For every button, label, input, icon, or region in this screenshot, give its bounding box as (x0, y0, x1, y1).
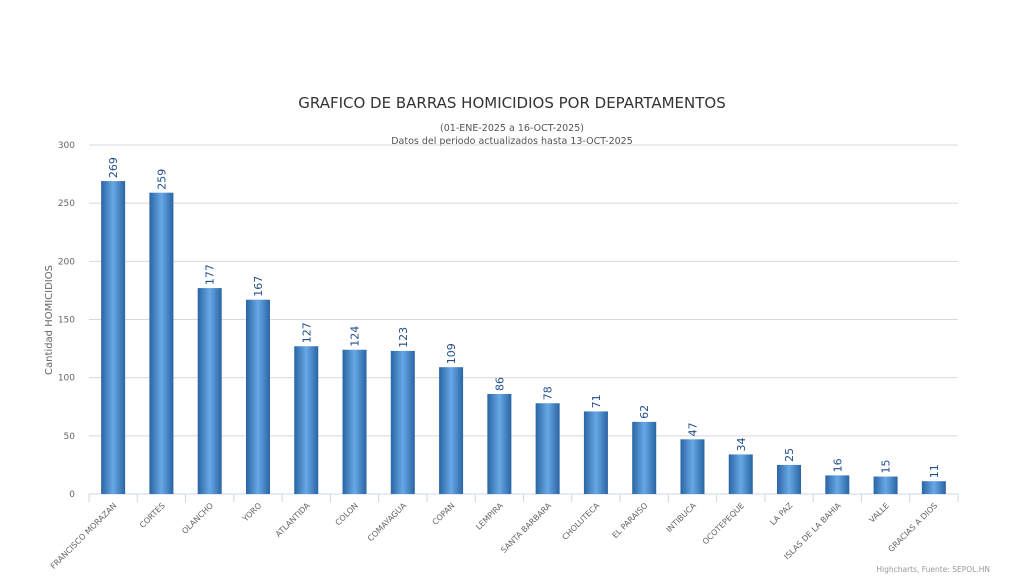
x-tick-label: LEMPIRA (474, 501, 505, 532)
data-label: 109 (445, 343, 458, 364)
x-tick-label: GRACIAS A DIOS (886, 501, 939, 554)
x-tick-label: CORTES (138, 501, 167, 530)
x-tick-label: LA PAZ (768, 501, 794, 527)
chart-subtitle-2: Datos del periodo actualizados hasta 13-… (391, 136, 633, 147)
x-tick-label: COPAN (431, 501, 457, 527)
bar[interactable] (535, 403, 560, 494)
y-tick-label: 150 (58, 316, 75, 326)
x-tick-label: COMAYAGUA (366, 501, 409, 544)
data-label: 127 (300, 322, 313, 343)
data-label: 259 (155, 169, 168, 190)
bar[interactable] (245, 299, 270, 494)
chart-subtitle-1: (01-ENE-2025 a 16-OCT-2025) (440, 123, 584, 134)
y-axis-title: Cantidad HOMICIDIOS (44, 265, 55, 375)
x-tick-label: FRANCISCO MORAZAN (49, 501, 119, 571)
bar[interactable] (487, 393, 512, 494)
y-tick-label: 200 (58, 257, 75, 267)
data-label: 47 (686, 422, 699, 436)
chart-title: GRAFICO DE BARRAS HOMICIDIOS POR DEPARTA… (298, 94, 726, 112)
bar[interactable] (149, 192, 174, 495)
bar[interactable] (680, 439, 705, 494)
x-tick-label: ATLANTIDA (274, 501, 312, 539)
x-tick-label: VALLE (867, 501, 891, 525)
data-label: 177 (204, 264, 217, 285)
data-label: 15 (880, 460, 893, 474)
x-tick-label: OCOTEPEQUE (701, 501, 746, 546)
data-label: 25 (783, 448, 796, 462)
bar[interactable] (294, 346, 319, 494)
bar[interactable] (873, 476, 898, 494)
x-tick-label: OLANCHO (180, 501, 215, 536)
y-tick-label: 100 (58, 374, 75, 384)
y-tick-label: 250 (58, 199, 75, 209)
data-label: 269 (107, 157, 120, 178)
data-label: 124 (349, 326, 362, 347)
bar[interactable] (825, 475, 850, 494)
bar[interactable] (342, 349, 367, 494)
data-label: 167 (252, 276, 265, 297)
data-label: 34 (735, 437, 748, 451)
y-tick-label: 50 (64, 432, 76, 442)
data-label: 78 (542, 386, 555, 400)
x-tick-label: SANTA BARBARA (499, 501, 553, 555)
x-tick-label: CHOLUTECA (560, 501, 601, 542)
data-label: 86 (493, 377, 506, 391)
x-tick-label: YORO (240, 501, 263, 524)
data-label: 62 (638, 405, 651, 419)
x-tick-label: EL PARAISO (611, 501, 650, 540)
bar[interactable] (728, 454, 753, 494)
bar[interactable] (197, 288, 222, 494)
credits[interactable]: Highcharts, Fuente: SEPOL.HN (876, 565, 990, 574)
bar[interactable] (439, 367, 464, 494)
bar[interactable] (390, 350, 415, 494)
bar[interactable] (583, 411, 608, 494)
bar[interactable] (101, 181, 126, 494)
y-tick-label: 300 (58, 141, 75, 151)
bar[interactable] (632, 421, 657, 494)
y-tick-label: 0 (69, 490, 75, 500)
data-label: 123 (397, 327, 410, 348)
data-label: 11 (928, 464, 941, 478)
x-tick-label: INTIBUCA (665, 501, 699, 535)
bar[interactable] (921, 481, 946, 494)
x-tick-label: COLON (334, 501, 360, 527)
data-label: 71 (590, 394, 603, 408)
bar[interactable] (777, 464, 802, 494)
data-label: 16 (831, 458, 844, 472)
